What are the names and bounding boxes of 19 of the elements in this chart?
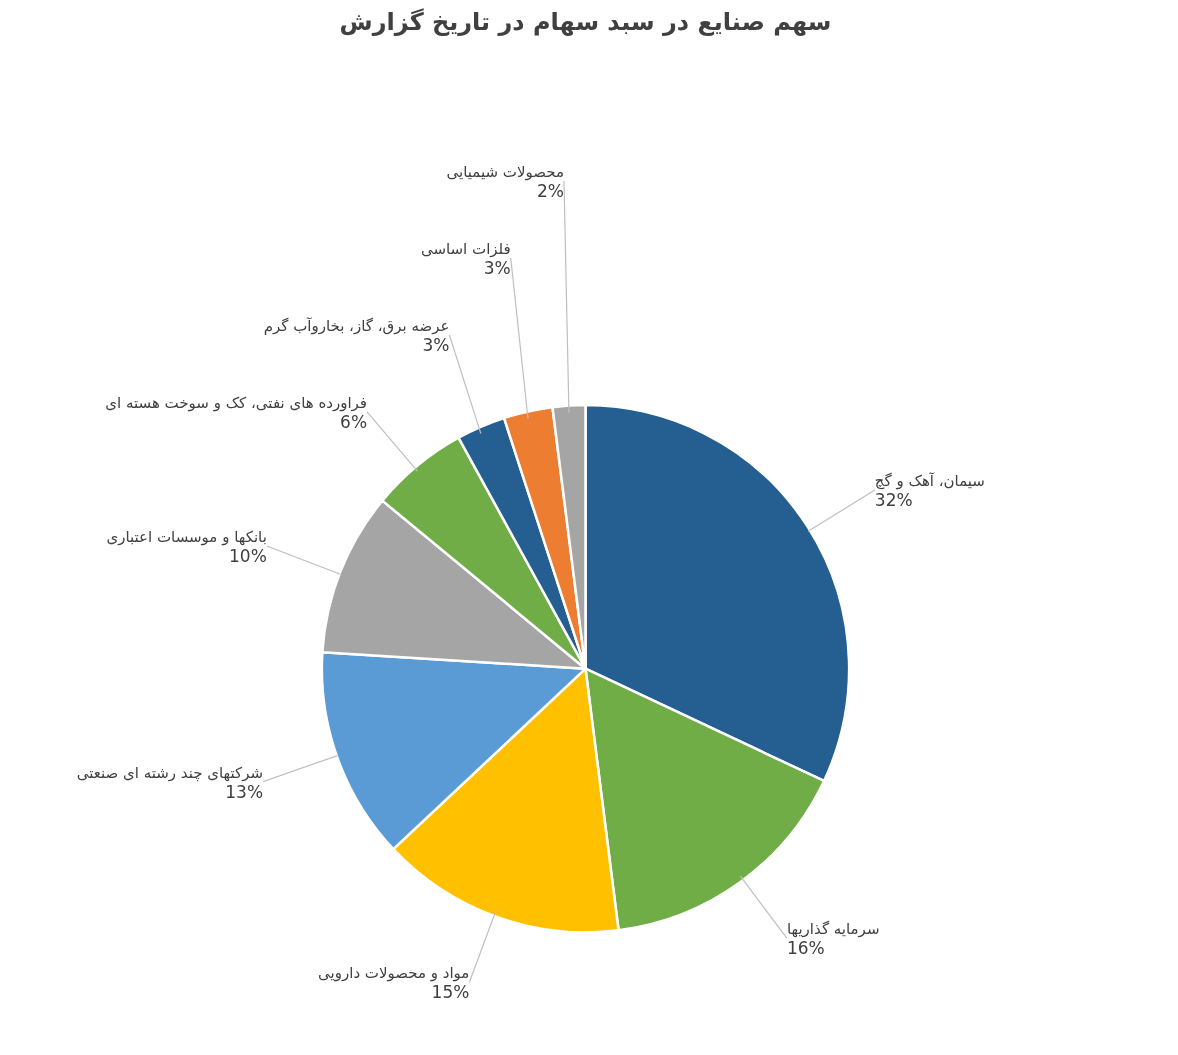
slice-label: بانکها و موسسات اعتباری — [106, 528, 267, 546]
slice-label: شرکتهای چند رشته ای صنعتی — [76, 763, 264, 782]
data-label: 6% — [340, 411, 368, 432]
slice-label: عرضه برق، گاز، بخاروآب گرم — [263, 316, 450, 335]
data-label: 3% — [483, 258, 511, 279]
data-label: 13% — [225, 781, 264, 802]
slice-label: فراورده های نفتی، کک و سوخت هسته ای — [105, 393, 368, 412]
data-label: 16% — [786, 938, 825, 959]
data-label: 2% — [537, 181, 564, 202]
slice-label: سیمان، آهک و گچ — [874, 472, 985, 491]
data-label: 3% — [422, 334, 450, 355]
slice-label: مواد و محصولات دارویی — [318, 964, 470, 983]
slice-label: سرمایه گذاریها — [786, 920, 880, 939]
slice-label: محصولات شیمیایی — [446, 163, 564, 182]
data-label: 10% — [229, 546, 267, 566]
chart-title: سهم صنایع در سبد سهام در تاریخ گزارش — [339, 7, 832, 36]
data-label: 15% — [431, 982, 470, 1003]
slice-label: فلزات اساسی — [420, 240, 511, 259]
data-label: 32% — [874, 490, 913, 511]
